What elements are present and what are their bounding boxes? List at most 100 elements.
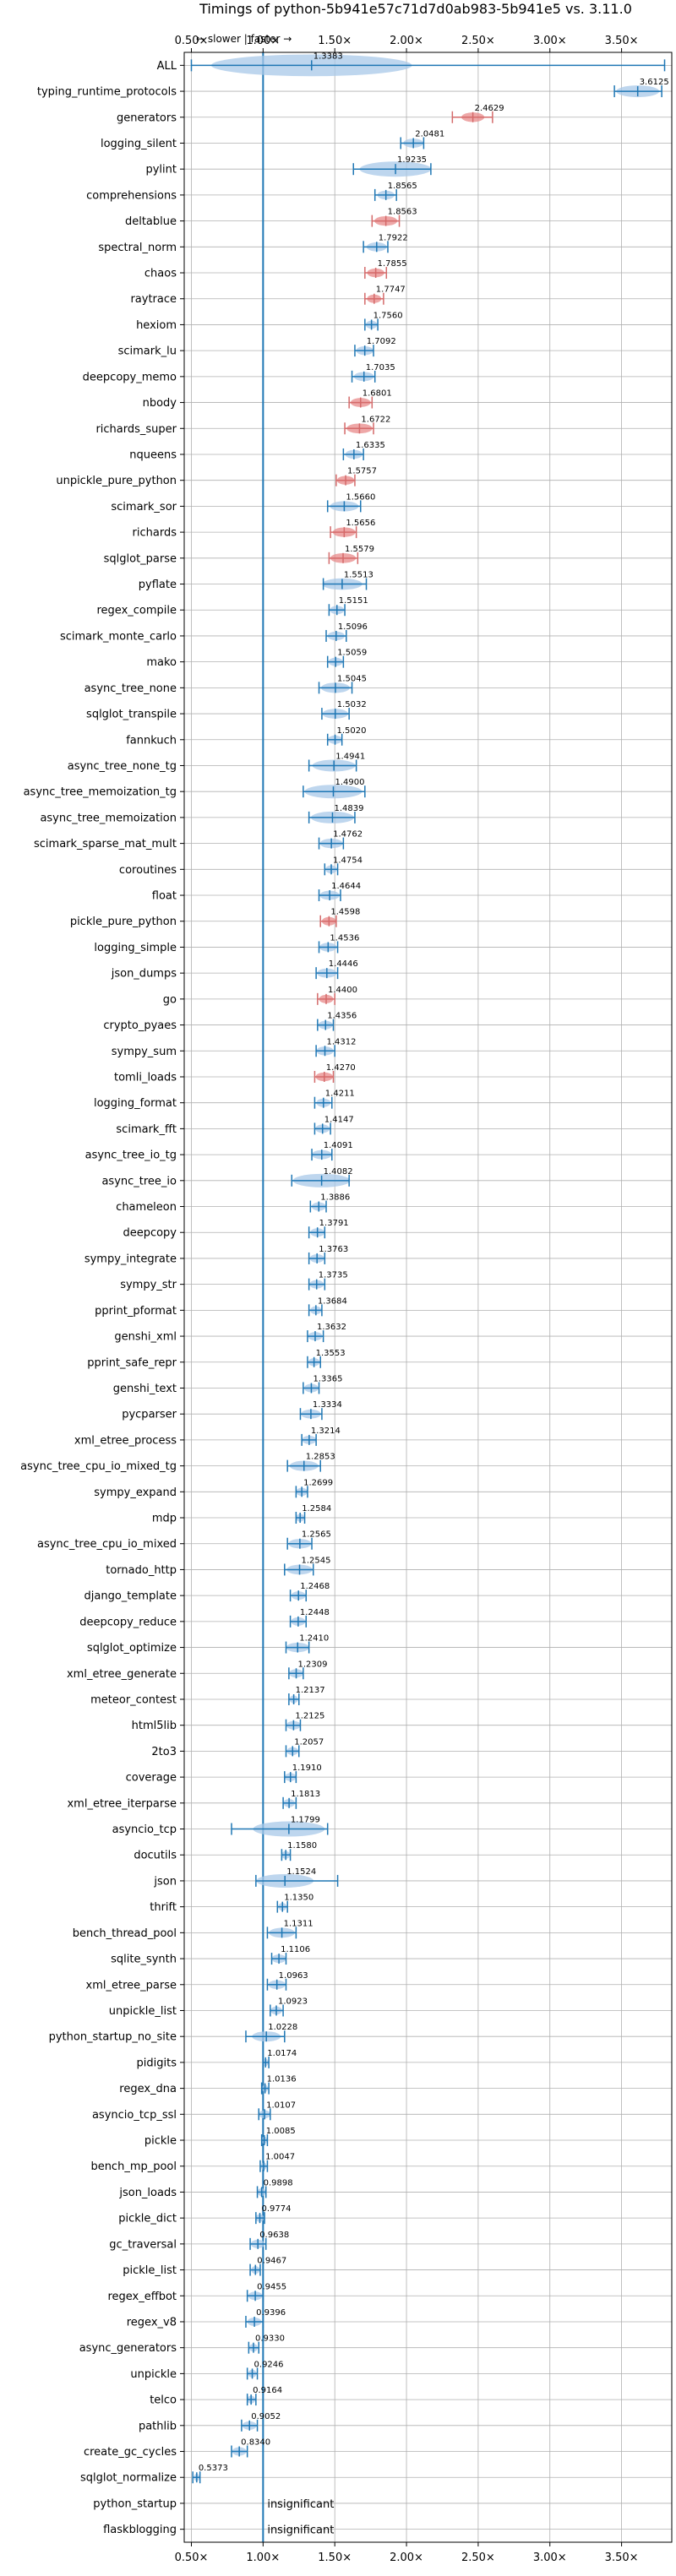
value-label: 1.3632 xyxy=(317,1323,346,1332)
benchmark-label: crypto_pyaes xyxy=(103,1019,177,1032)
benchmark-label: regex_compile xyxy=(96,605,177,617)
benchmark-label: async_tree_memoization_tg xyxy=(24,786,177,799)
value-label: 1.1910 xyxy=(292,1764,322,1773)
benchmark-label: bench_thread_pool xyxy=(73,1927,177,1940)
value-label: 1.5059 xyxy=(337,649,367,658)
value-label: 1.1813 xyxy=(291,1790,320,1799)
value-label: 0.8340 xyxy=(241,2438,270,2448)
plot-frame xyxy=(183,52,673,2543)
x-tick-label-top: 2.00× xyxy=(390,35,423,47)
x-tick-label-top: 0.50× xyxy=(175,35,209,47)
value-label: 1.0923 xyxy=(278,1997,308,2006)
benchmark-label: deltablue xyxy=(125,215,177,228)
value-label: 1.4312 xyxy=(327,1037,357,1046)
benchmark-label: async_tree_io_tg xyxy=(85,1149,177,1162)
benchmark-label: mako xyxy=(146,656,177,669)
value-label: 1.7747 xyxy=(376,285,406,295)
benchmark-label: scimark_fft xyxy=(116,1123,177,1136)
benchmark-label: richards xyxy=(133,527,177,540)
value-label: 1.6801 xyxy=(363,389,392,399)
benchmark-label: python_startup_no_site xyxy=(49,2031,177,2044)
value-label: 1.5032 xyxy=(337,700,367,709)
benchmark-label: logging_format xyxy=(94,1097,177,1110)
benchmark-label: fannkuch xyxy=(126,734,177,747)
value-label: 1.1350 xyxy=(284,1894,313,1903)
value-label: 2.4629 xyxy=(475,104,504,113)
value-label: 0.9164 xyxy=(253,2386,282,2395)
value-label: 2.0481 xyxy=(415,129,444,139)
value-label: 1.2410 xyxy=(299,1634,329,1644)
value-label: 1.4147 xyxy=(324,1115,354,1124)
value-label: 1.3365 xyxy=(313,1374,342,1383)
value-label: 1.3214 xyxy=(311,1427,341,1436)
value-label: 0.9246 xyxy=(254,2360,284,2369)
labels-layer: 0.50× 0.50× 1.00× 1.00× 1.50× 1.50× 2.00× 2.00×… xyxy=(20,35,669,2564)
benchmark-label: genshi_text xyxy=(113,1383,177,1395)
value-label: 1.0107 xyxy=(266,2100,296,2110)
value-label: 1.7035 xyxy=(366,363,395,372)
x-tick-label-bottom: 2.50× xyxy=(461,2552,495,2564)
benchmark-label: json_dumps xyxy=(111,968,177,981)
benchmark-label: spectral_norm xyxy=(98,242,177,254)
benchmark-label: async_tree_none_tg xyxy=(68,760,177,773)
benchmark-label: pickle_dict xyxy=(118,2213,177,2225)
benchmark-label: xml_etree_iterparse xyxy=(67,1797,177,1810)
value-label: 1.4400 xyxy=(328,986,357,995)
value-label: 1.1799 xyxy=(291,1816,320,1825)
benchmark-label: xml_etree_process xyxy=(74,1434,177,1447)
value-label: 1.3684 xyxy=(318,1296,347,1306)
benchmark-label: async_tree_cpu_io_mixed xyxy=(37,1538,177,1551)
benchmark-label: async_tree_memoization xyxy=(40,812,177,824)
benchmark-label: genshi_xml xyxy=(114,1331,177,1344)
benchmark-label: thrift xyxy=(150,1901,177,1914)
benchmark-label: unpickle_pure_python xyxy=(56,475,177,487)
value-label: 1.2584 xyxy=(302,1504,331,1514)
benchmark-label: pickle_pure_python xyxy=(70,916,177,928)
benchmark-label: telco xyxy=(150,2394,177,2407)
benchmark-label: coverage xyxy=(126,1772,177,1785)
x-tick-label-top: 1.00× xyxy=(246,35,280,47)
marks-layer xyxy=(190,52,666,2542)
value-label: 1.7560 xyxy=(373,311,403,320)
direction-label: ← slower | faster → xyxy=(196,33,292,45)
value-label: 1.4091 xyxy=(324,1141,353,1150)
benchmark-label: nqueens xyxy=(129,448,177,461)
benchmark-label: async_generators xyxy=(79,2342,177,2355)
benchmark-label: sympy_str xyxy=(120,1279,177,1291)
value-label: 1.5096 xyxy=(338,622,368,632)
benchmark-label: regex_effbot xyxy=(107,2291,177,2303)
value-label: 1.5757 xyxy=(347,467,377,476)
benchmark-label: generators xyxy=(117,111,177,124)
insignificant-label: insignificant xyxy=(267,2498,334,2511)
benchmark-label: chameleon xyxy=(116,1201,177,1214)
value-label: 1.4536 xyxy=(330,933,359,943)
value-label: 1.4211 xyxy=(325,1090,355,1099)
benchmark-label: docutils xyxy=(134,1850,177,1862)
benchmark-label: sympy_sum xyxy=(112,1046,177,1058)
benchmark-label: mdp xyxy=(152,1513,177,1525)
benchmark-label: sympy_expand xyxy=(94,1486,177,1499)
benchmark-label: deepcopy xyxy=(123,1227,177,1240)
value-label: 1.5045 xyxy=(337,674,367,683)
x-tick-label-bottom: 3.50× xyxy=(605,2552,639,2564)
benchmark-label: pprint_pformat xyxy=(95,1305,177,1318)
value-label: 1.6335 xyxy=(356,441,385,450)
benchmark-label: xml_etree_generate xyxy=(67,1668,177,1681)
benchmark-label: regex_v8 xyxy=(127,2316,177,2329)
value-label: 0.9330 xyxy=(255,2334,285,2344)
value-label: 1.3553 xyxy=(316,1349,346,1358)
value-label: 1.2309 xyxy=(298,1660,328,1669)
value-label: 1.2448 xyxy=(300,1608,330,1617)
value-label: 1.2565 xyxy=(302,1530,331,1540)
value-label: 3.6125 xyxy=(640,78,669,87)
value-label: 1.3791 xyxy=(319,1219,349,1228)
value-label: 1.0963 xyxy=(279,1971,308,1981)
benchmark-label: nbody xyxy=(143,397,177,410)
benchmark-label: sqlglot_transpile xyxy=(86,709,177,721)
benchmark-label: pylint xyxy=(145,164,177,177)
value-label: 0.9455 xyxy=(257,2282,286,2291)
benchmark-label: create_gc_cycles xyxy=(84,2446,177,2459)
benchmark-label: deepcopy_reduce xyxy=(79,1616,177,1628)
value-label: 1.5020 xyxy=(337,726,367,736)
benchmark-label: deepcopy_memo xyxy=(83,371,177,383)
